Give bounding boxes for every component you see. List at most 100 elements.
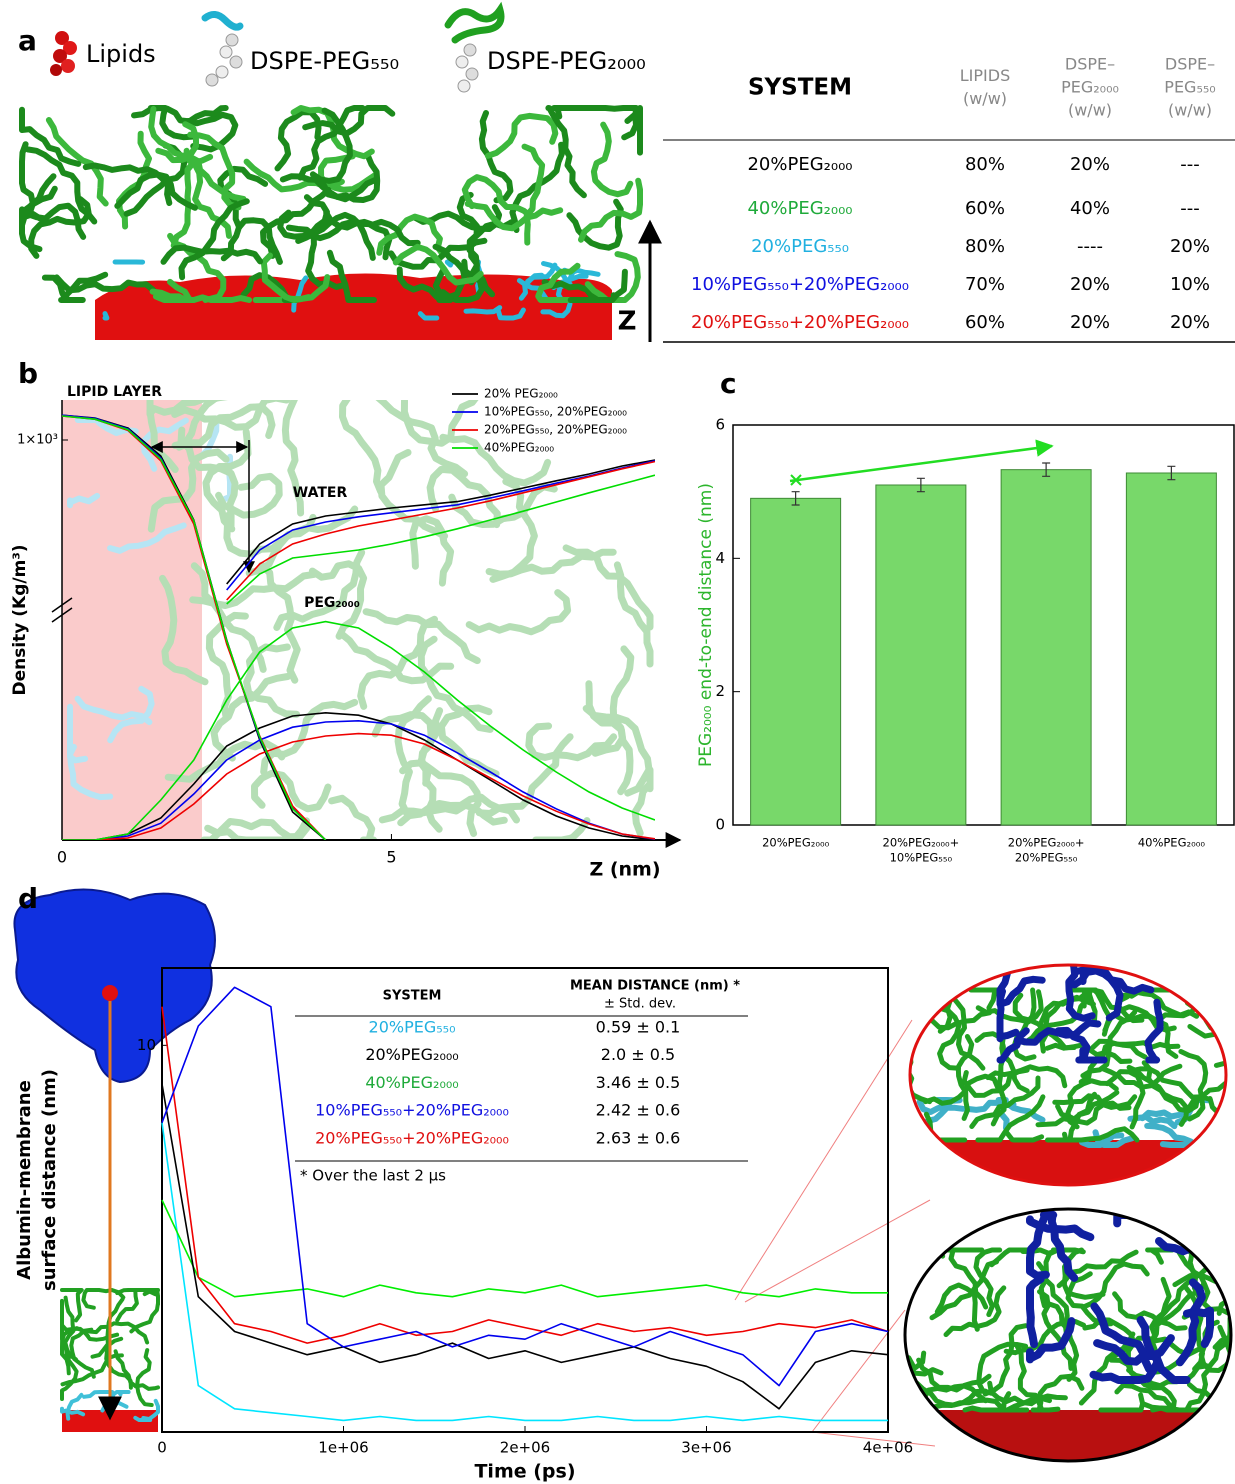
bar xyxy=(1126,473,1216,825)
table-header: PEG₅₅₀ xyxy=(1164,78,1215,97)
x-axis-label: Z (nm) xyxy=(589,859,660,881)
panel-label: a xyxy=(18,24,37,57)
y-tick-label: 10 xyxy=(137,1036,156,1054)
table-cell: 10%PEG₅₅₀+20%PEG₂₀₀₀ xyxy=(315,1101,509,1120)
x-tick-label: 20%PEG₅₅₀ xyxy=(1015,851,1078,865)
table-header: ± Std. dev. xyxy=(604,997,676,1012)
table-cell: 40%PEG₂₀₀₀ xyxy=(747,198,852,219)
table-cell: 10% xyxy=(1170,274,1210,295)
y-tick-label: 4 xyxy=(715,549,725,567)
table-cell: 3.46 ± 0.5 xyxy=(596,1073,681,1092)
table-cell: 20% xyxy=(1070,274,1110,295)
legend-label: Lipids xyxy=(86,40,156,68)
strand xyxy=(137,1350,152,1405)
table-cell: 20% xyxy=(1170,236,1210,257)
table-cell: 40% xyxy=(1070,198,1110,219)
table-header: DSPE– xyxy=(1165,55,1215,74)
table-header: SYSTEM xyxy=(383,989,442,1004)
table-cell: 0.59 ± 0.1 xyxy=(596,1018,681,1037)
x-tick-label: 5 xyxy=(386,848,396,867)
y-axis-label: Density (Kg/m³) xyxy=(10,544,30,695)
distance-line xyxy=(162,1084,888,1409)
peg550-icon xyxy=(205,14,242,86)
y-tick-label: 1×10³ xyxy=(17,433,58,448)
table-cell: 20% xyxy=(1170,312,1210,333)
table-header: LIPIDS xyxy=(960,66,1010,85)
x-tick-label: 4e+06 xyxy=(863,1439,913,1457)
x-tick-label: 1e+06 xyxy=(318,1439,368,1457)
strand xyxy=(1202,1133,1230,1140)
y-axis-label: Albumin-membrane xyxy=(14,1080,35,1280)
distance-line xyxy=(162,1123,888,1421)
lipid-icon xyxy=(50,31,77,76)
legend-label: 20% PEG₂₀₀₀ xyxy=(484,387,558,401)
x-tick-label: 3e+06 xyxy=(681,1439,731,1457)
table-cell: 20% xyxy=(1070,154,1110,175)
table-header: (w/w) xyxy=(1168,101,1212,120)
strand xyxy=(1141,930,1161,948)
x-tick-label: 20%PEG₂₀₀₀+ xyxy=(1008,836,1085,850)
strand xyxy=(343,380,381,492)
annotation: WATER xyxy=(293,485,348,501)
strand xyxy=(105,314,107,318)
x-tick-label: 0 xyxy=(157,1439,167,1457)
panel-label: b xyxy=(18,357,38,390)
table-cell: 40%PEG₂₀₀₀ xyxy=(365,1073,458,1092)
figure: abcdLipidsDSPE-PEG₅₅₀DSPE-PEG₂₀₀₀ZSYSTEM… xyxy=(0,0,1235,1484)
table-note: * Over the last 2 µs xyxy=(300,1167,446,1185)
table-cell: 20%PEG₂₀₀₀ xyxy=(365,1045,458,1064)
x-tick-label: 0 xyxy=(57,848,67,867)
strand xyxy=(164,248,261,262)
bar xyxy=(751,498,841,825)
table-cell: 20%PEG₂₀₀₀ xyxy=(747,154,852,175)
table-header: SYSTEM xyxy=(748,75,852,101)
table-cell: 2.42 ± 0.6 xyxy=(596,1101,681,1120)
table-cell: 60% xyxy=(965,312,1005,333)
x-tick-label: 2e+06 xyxy=(500,1439,550,1457)
table-cell: 80% xyxy=(965,236,1005,257)
strand xyxy=(905,1386,920,1410)
axis-label: Z xyxy=(618,307,637,337)
legend-label: 10%PEG₅₅₀, 20%PEG₂₀₀₀ xyxy=(484,405,627,419)
table-header: MEAN DISTANCE (nm) * xyxy=(570,979,740,994)
strand xyxy=(1206,1215,1210,1252)
table-header: PEG₂₀₀₀ xyxy=(1061,78,1119,97)
albumin xyxy=(14,890,215,1082)
bar xyxy=(1001,470,1091,825)
strand xyxy=(332,798,374,840)
legend-label: 20%PEG₅₅₀, 20%PEG₂₀₀₀ xyxy=(484,423,627,437)
distance-line xyxy=(162,1200,888,1297)
strand xyxy=(267,380,369,387)
table-cell: 20% xyxy=(1070,312,1110,333)
legend-label: DSPE-PEG₅₅₀ xyxy=(250,47,399,75)
snapshot-1 xyxy=(900,930,1235,1200)
strand xyxy=(536,821,587,840)
strand xyxy=(247,380,267,390)
annotation: LIPID LAYER xyxy=(67,384,162,400)
y-axis-label: surface distance (nm) xyxy=(39,1069,60,1291)
table-cell: --- xyxy=(1180,154,1200,175)
albumin-point xyxy=(102,985,118,1001)
strand xyxy=(1049,930,1087,946)
panel-label: c xyxy=(720,367,737,400)
panel-label: d xyxy=(18,882,38,915)
strand xyxy=(1068,930,1109,939)
strand xyxy=(488,116,555,156)
strand xyxy=(22,144,33,212)
x-tick-label: 10%PEG₅₅₀ xyxy=(890,851,953,865)
distance-line xyxy=(162,987,888,1385)
strand xyxy=(554,108,583,117)
table-cell: 2.63 ± 0.6 xyxy=(596,1128,681,1147)
x-tick-label: 40%PEG₂₀₀₀ xyxy=(1138,836,1206,850)
strand xyxy=(548,108,584,195)
page: { "panel_labels": ["a", "b", "c", "d"], … xyxy=(0,0,1235,1484)
y-tick-label: 2 xyxy=(715,682,725,700)
plot-frame xyxy=(162,968,888,1432)
x-tick-label: 20%PEG₂₀₀₀+ xyxy=(883,836,960,850)
table-cell: 70% xyxy=(965,274,1005,295)
legend-label: 40%PEG₂₀₀₀ xyxy=(484,441,554,455)
table-header: (w/w) xyxy=(1068,101,1112,120)
x-axis-label: Time (ps) xyxy=(474,1461,575,1483)
table-header: (w/w) xyxy=(963,89,1007,108)
peg-brush xyxy=(22,108,640,318)
